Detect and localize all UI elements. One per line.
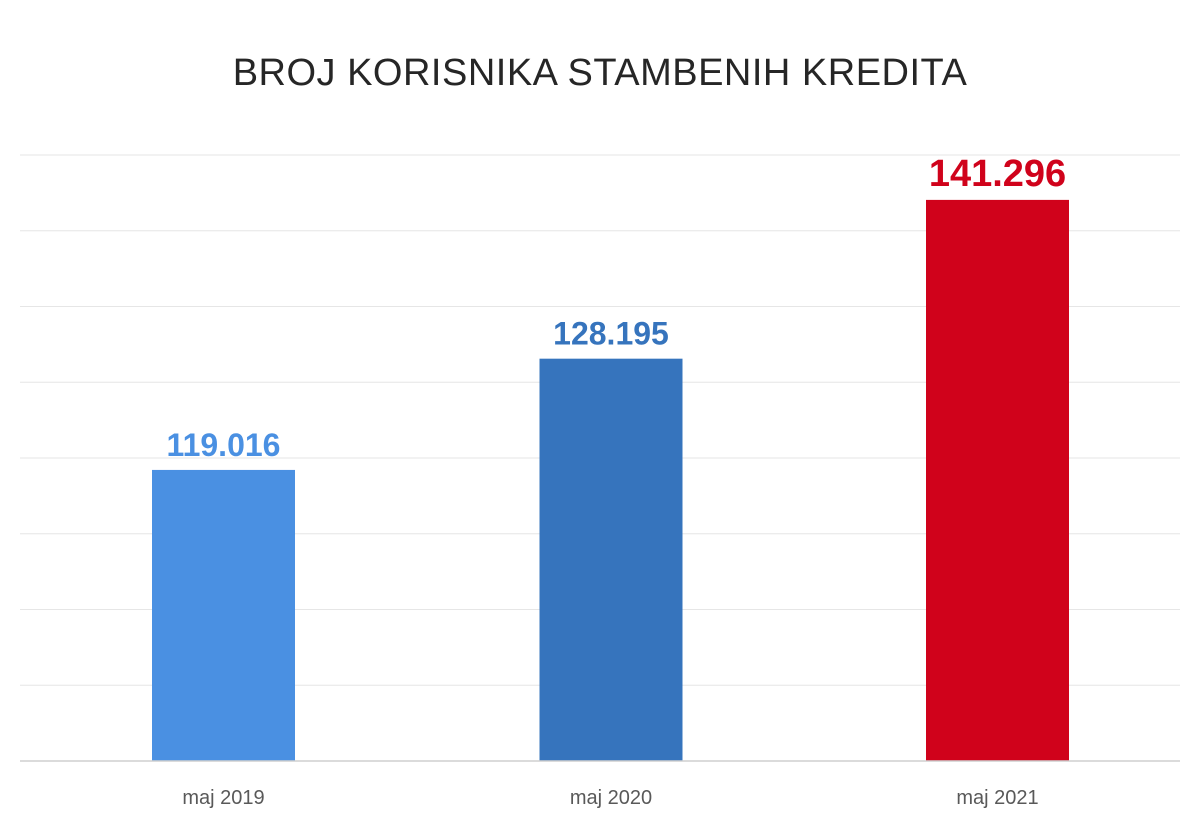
bar-maj-2021	[926, 199, 1069, 762]
x-tick-label: maj 2019	[182, 787, 264, 809]
chart-title: BROJ KORISNIKA STAMBENIH KREDITA	[232, 52, 968, 94]
bars	[152, 199, 1069, 762]
x-axis-tick-labels: maj 2019 maj 2020 maj 2021	[182, 787, 1038, 809]
bar-maj-2020	[539, 358, 683, 761]
x-tick-label: maj 2020	[570, 787, 652, 809]
value-label: 128.195	[553, 316, 669, 352]
value-labels: 119.016 128.195 141.296	[167, 153, 1067, 463]
value-label: 141.296	[929, 153, 1066, 195]
bar-maj-2019	[152, 469, 295, 761]
value-label: 119.016	[167, 427, 281, 463]
x-tick-label: maj 2021	[956, 787, 1038, 809]
